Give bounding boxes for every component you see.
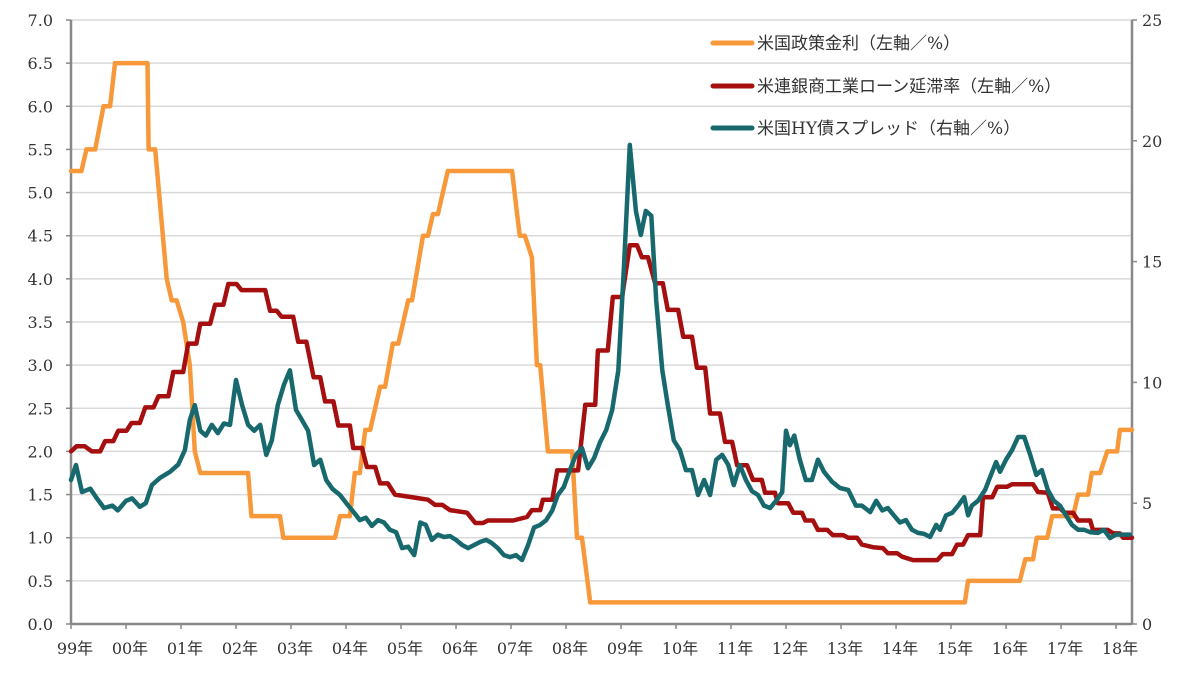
x-tick-label: 18年 <box>1102 639 1138 658</box>
series-line-1 <box>68 60 1135 605</box>
series-line-3 <box>68 142 1133 563</box>
y-left-tick-label: 1.0 <box>28 529 53 548</box>
legend-label: 米国HY債スプレッド（右軸／%） <box>757 119 1020 139</box>
y-right-tick-label: 20 <box>1142 132 1162 151</box>
y-left-tick-label: 0.5 <box>28 572 53 591</box>
y-right-tick-label: 0 <box>1142 615 1152 634</box>
y-right-tick-label: 10 <box>1142 373 1162 392</box>
x-tick-label: 03年 <box>277 639 313 658</box>
y-left-tick-label: 2.0 <box>28 442 53 461</box>
y-left-tick-label: 6.0 <box>28 97 53 116</box>
x-tick-label: 13年 <box>827 639 863 658</box>
x-tick-label: 14年 <box>882 639 918 658</box>
x-tick-label: 06年 <box>442 639 478 658</box>
x-tick-label: 99年 <box>57 639 93 658</box>
y-left-tick-label: 2.5 <box>28 399 53 418</box>
series-lines <box>68 60 1135 605</box>
gridlines <box>71 19 1132 582</box>
y-left-tick-label: 3.0 <box>28 356 53 375</box>
y-left-tick-label: 0.0 <box>28 615 53 634</box>
x-tick-label: 02年 <box>222 639 258 658</box>
x-tick-label: 04年 <box>332 639 368 658</box>
y-left-tick-label: 3.5 <box>28 313 53 332</box>
legend-item: 米国HY債スプレッド（右軸／%） <box>710 119 1020 139</box>
x-tick-label: 01年 <box>167 639 203 658</box>
y-right-tick-label: 15 <box>1142 253 1162 272</box>
x-tick-label: 00年 <box>112 639 148 658</box>
x-tick-label: 17年 <box>1047 639 1083 658</box>
x-tick-label: 11年 <box>717 639 753 658</box>
legend-label: 米連銀商工業ローン延滞率（左軸／%） <box>757 77 1061 97</box>
x-tick-label: 12年 <box>772 639 808 658</box>
y-left-tick-label: 4.5 <box>28 227 53 246</box>
y-left-tick-label: 5.0 <box>28 184 53 203</box>
y-left-tick-label: 7.0 <box>28 11 53 30</box>
axes: 0.0 0.5 1.0 1.5 2.0 2.5 3.0 3.5 4.0 4.5 5.0 5.5 6.0 6… <box>28 11 1163 658</box>
legend: 米国政策金利（左軸／%） 米連銀商工業ローン延滞率（左軸／%） 米国HY債スプレッド… <box>710 34 1061 139</box>
y-left-tick-label: 4.0 <box>28 270 53 289</box>
y-left-tick-label: 1.5 <box>28 486 53 505</box>
y-right-tick-label: 5 <box>1142 494 1152 513</box>
legend-item: 米連銀商工業ローン延滞率（左軸／%） <box>710 77 1061 97</box>
x-tick-label: 07年 <box>497 639 533 658</box>
x-tick-label: 16年 <box>992 639 1028 658</box>
x-tick-label: 15年 <box>937 639 973 658</box>
x-tick-label: 10年 <box>662 639 698 658</box>
y-right-tick-label: 25 <box>1142 11 1162 30</box>
x-tick-label: 05年 <box>387 639 423 658</box>
legend-item: 米国政策金利（左軸／%） <box>710 34 960 54</box>
y-left-tick-label: 5.5 <box>28 140 53 159</box>
series-line-2 <box>68 242 1135 563</box>
x-tick-label: 09年 <box>607 639 643 658</box>
x-tick-label: 08年 <box>552 639 588 658</box>
y-left-tick-label: 6.5 <box>28 54 53 73</box>
legend-label: 米国政策金利（左軸／%） <box>757 34 960 54</box>
